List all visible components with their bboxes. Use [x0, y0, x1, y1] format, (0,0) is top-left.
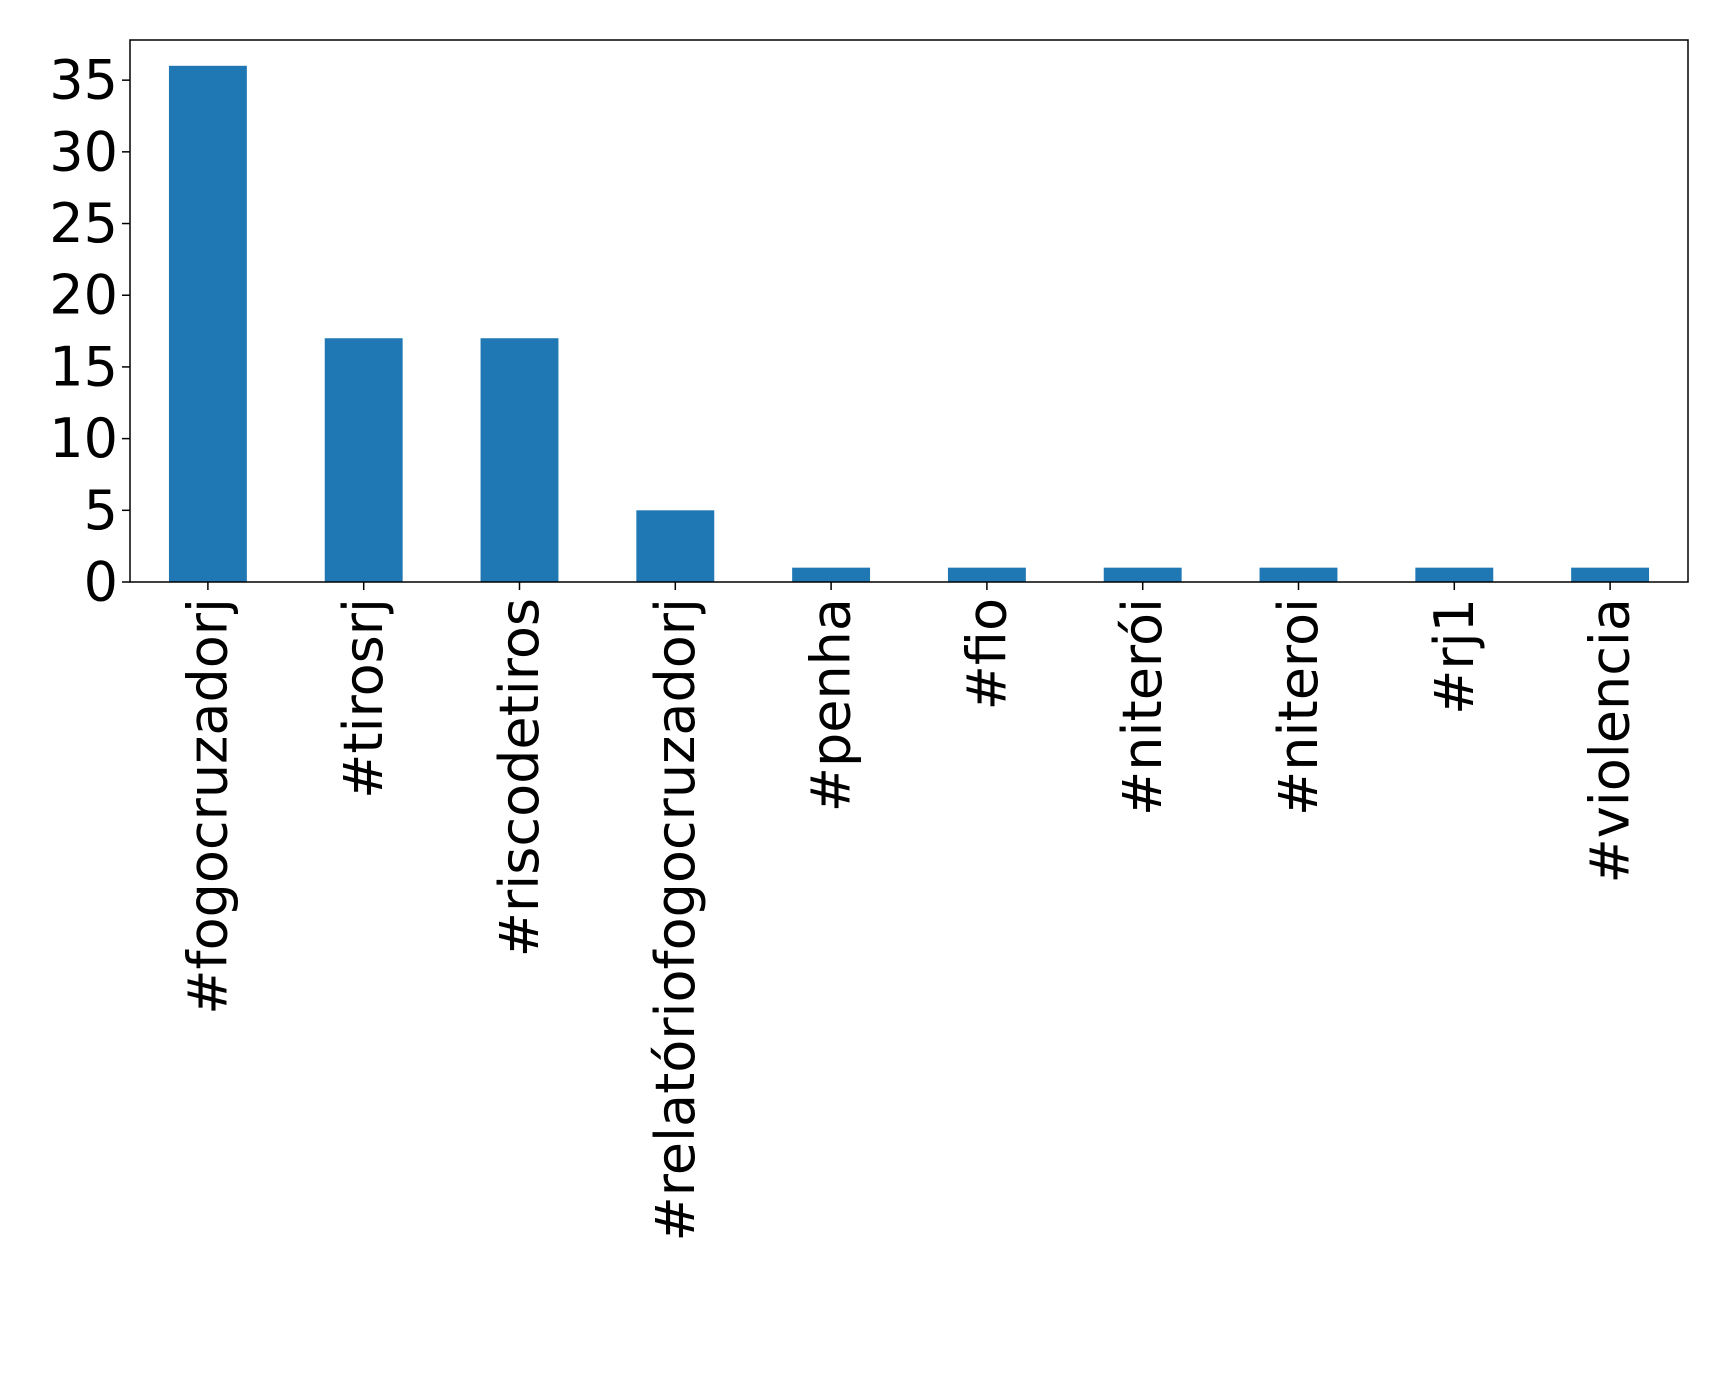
y-tick-label: 5 [84, 479, 118, 542]
plot-frame [129, 39, 1689, 583]
x-tick-label: #tirosrj [332, 598, 395, 799]
y-tick-label: 25 [49, 192, 118, 255]
x-tick-label: #violencia [1579, 598, 1642, 883]
bar-9 [1571, 567, 1650, 582]
bar-1 [324, 338, 403, 582]
y-tick-label: 20 [49, 264, 118, 327]
x-axis: #fogocruzadorj #tirosrj #riscodetiros #rela… [176, 582, 1642, 1241]
x-tick-label: #fio [955, 598, 1018, 710]
bar-3 [636, 510, 715, 582]
bar-6 [1103, 567, 1182, 582]
x-tick-label: #penha [800, 598, 863, 812]
y-tick-label: 15 [49, 335, 118, 398]
bar-7 [1259, 567, 1338, 582]
y-tick-label: 10 [49, 407, 118, 470]
x-tick-label: #fogocruzadorj [176, 598, 239, 1015]
bar-8 [1415, 567, 1494, 582]
x-tick-label: #rj1 [1423, 598, 1486, 715]
y-tick-label: 35 [49, 49, 118, 112]
x-tick-label: #relatóriofogocruzadorj [644, 598, 707, 1241]
y-tick-label: 0 [84, 551, 118, 614]
bar-4 [792, 567, 871, 582]
x-tick-label: #riscodetiros [488, 598, 551, 957]
y-axis: 0 5 10 15 20 25 30 35 [49, 49, 130, 614]
x-tick-label: #niterói [1111, 598, 1174, 816]
bar-0 [168, 65, 247, 583]
bars [168, 65, 1650, 583]
bar-5 [947, 567, 1026, 582]
x-tick-label: #niteroi [1267, 598, 1330, 816]
bar-2 [480, 338, 559, 582]
y-tick-label: 30 [49, 120, 118, 183]
